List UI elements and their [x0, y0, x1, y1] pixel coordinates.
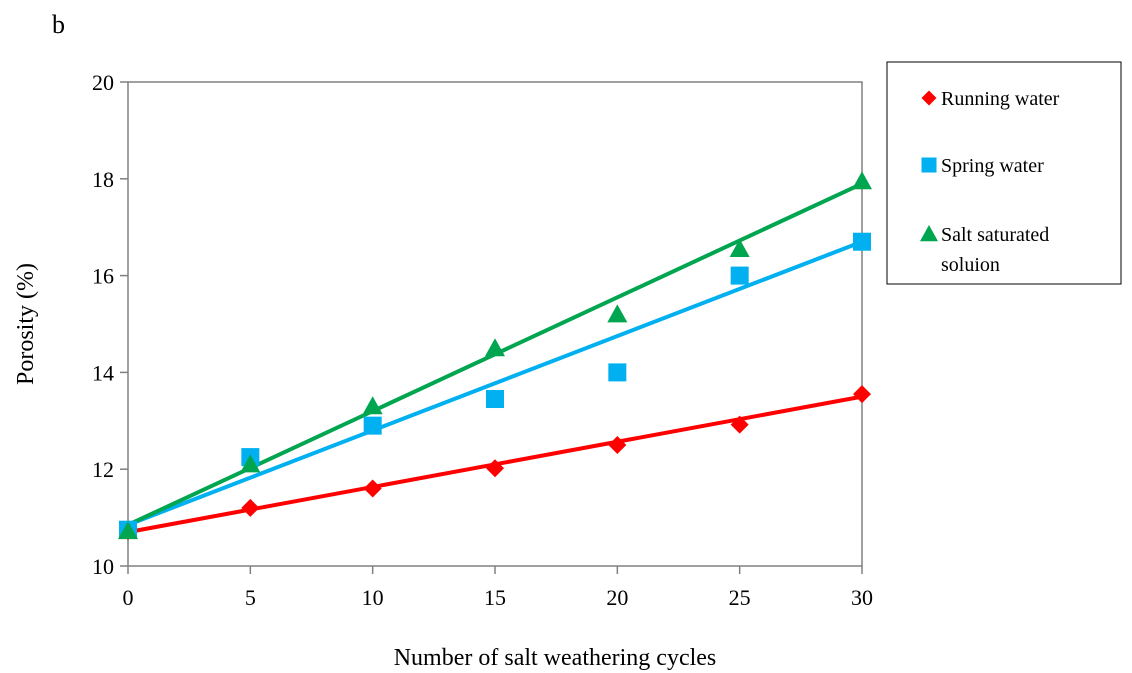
legend-label-running-water: Running water: [941, 88, 1060, 110]
point-spring-water: [363, 416, 382, 435]
x-tick-label: 15: [484, 585, 506, 610]
legend: Running water Spring water Salt saturated s…: [886, 61, 1122, 285]
point-running-water: [486, 459, 504, 478]
point-running-water: [730, 415, 749, 434]
point-spring-water: [608, 363, 627, 382]
legend-label-spring-water: Spring water: [941, 155, 1044, 177]
point-salt-saturated-soluion: [240, 454, 261, 473]
point-spring-water: [730, 266, 749, 285]
y-tick-label: 12: [92, 457, 114, 482]
x-axis-title: Number of salt weathering cycles: [394, 645, 717, 671]
x-tick-label: 20: [606, 585, 628, 610]
y-tick-label: 10: [92, 554, 114, 579]
x-tick-label: 30: [851, 585, 873, 610]
x-tick-label: 5: [245, 585, 256, 610]
data-points: [118, 171, 872, 541]
point-salt-saturated-soluion: [607, 304, 628, 323]
point-spring-water: [486, 390, 504, 409]
legend-marker-running-water: [921, 90, 937, 106]
legend-marker-salt-saturated-soluion: [920, 225, 938, 242]
point-running-water: [363, 479, 382, 498]
point-salt-saturated-soluion: [118, 521, 138, 540]
point-running-water: [241, 498, 260, 517]
x-tick-label: 25: [729, 585, 751, 610]
y-tick-label: 20: [92, 70, 114, 95]
x-tick-label: 10: [362, 585, 384, 610]
y-axis: 10 12 14 16 18 20: [92, 70, 128, 579]
legend-label-salt-saturated-soluion: soluion: [941, 254, 1000, 276]
point-salt-saturated-soluion: [485, 338, 505, 357]
point-running-water: [853, 385, 871, 404]
trendlines: [127, 181, 863, 535]
point-spring-water: [853, 232, 871, 251]
point-salt-saturated-soluion: [852, 171, 872, 190]
x-tick-label: 0: [123, 585, 134, 610]
legend-label-salt-saturated-soluion: Salt saturated: [941, 224, 1049, 246]
plot-area: [127, 81, 863, 567]
trendline-spring-water: [127, 239, 863, 527]
y-tick-label: 18: [92, 167, 114, 192]
point-running-water: [608, 436, 627, 454]
y-tick-label: 16: [92, 264, 114, 289]
legend-marker-spring-water: [921, 157, 937, 173]
x-axis: 0 5 10 15 20 25 30: [123, 566, 873, 610]
point-salt-saturated-soluion: [729, 238, 750, 257]
point-salt-saturated-soluion: [362, 396, 383, 415]
panel-label: b: [52, 10, 65, 39]
y-tick-label: 14: [92, 360, 114, 385]
y-axis-title: Porosity (%): [13, 263, 39, 385]
